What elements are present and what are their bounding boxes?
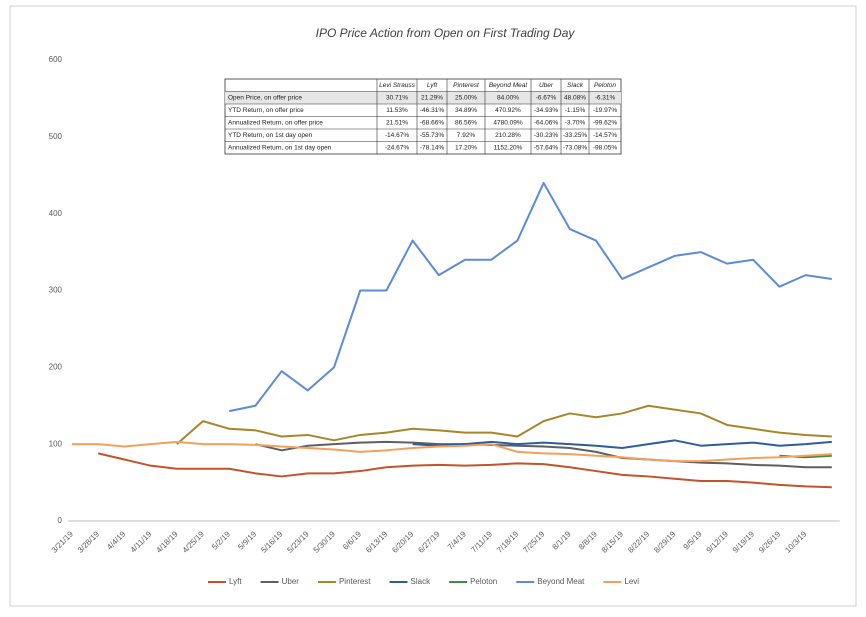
table-cell: 4780.09% [493,119,522,126]
legend-label: Uber [282,577,300,586]
legend-label: Beyond Meat [537,577,585,586]
table-cell: -19.97% [593,107,617,114]
y-tick-label: 100 [49,439,63,448]
table-header: Slack [567,82,584,89]
table-header: Pinterest [453,82,480,89]
table-cell: -73.08% [563,144,587,151]
table-header: Peloton [594,82,616,89]
series-line [412,439,832,450]
table-row-label: YTD Return, on offer price [228,107,304,114]
table-cell: -55.73% [420,132,444,139]
table-cell: -99.62% [593,119,617,126]
table-cell: -30.23% [534,132,558,139]
table-cell: -6.31% [595,94,616,101]
table-row-label: Annualized Return, on 1st day open [228,144,332,151]
table-header: Beyond Meat [489,82,528,89]
table-row-label: YTD Return, on 1st day open [228,132,313,139]
table-cell: 1152.20% [494,144,523,151]
table-highlight [225,91,621,104]
table-cell: 11.53% [386,107,408,114]
series-line [97,452,832,489]
table-cell: 21.51% [386,119,408,126]
legend-label: Peloton [470,577,497,586]
table-cell: -34.93% [534,107,558,114]
table-cell: 30.71% [386,94,408,101]
table-header: Lyft [427,82,439,89]
legend-label: Pinterest [339,577,371,586]
table-cell: -33.25% [563,132,587,139]
table-cell: -78.14% [420,144,444,151]
table-cell: 84.00% [497,94,519,101]
table-cell: -14.57% [593,132,617,139]
table-cell: -68.66% [420,119,444,126]
table-cell: 210.28% [495,132,521,139]
legend-label: Slack [411,577,432,586]
series-line [255,440,832,469]
table-cell: 34.89% [455,107,477,114]
table-cell: -46.31% [420,107,444,114]
table-header: Uber [539,82,554,89]
table-cell: 470.92% [495,107,521,114]
series-line [176,404,832,445]
table-cell: 7.92% [457,132,476,139]
y-tick-label: 400 [49,209,63,218]
y-tick-label: 500 [49,132,63,141]
table-cell: -14.67% [385,132,409,139]
table-row-label: Open Price, on offer price [228,94,302,101]
legend-label: Lyft [229,577,242,586]
table-cell: 17.20% [455,144,477,151]
table-cell: 21.29% [421,94,443,101]
y-tick-label: 200 [49,362,63,371]
series-line [72,440,832,463]
y-tick-label: 300 [49,286,63,295]
table-cell: -6.67% [536,94,557,101]
table-cell: -64.06% [534,119,558,126]
series-line [228,181,832,413]
table-header: Levi Strauss [379,82,416,89]
table-cell: -98.05% [593,144,617,151]
y-tick-label: 0 [58,516,63,525]
chart-title: IPO Price Action from Open on First Trad… [316,26,576,40]
table-cell: 86.56% [455,119,477,126]
table-cell: 48.08% [564,94,586,101]
table-cell: -24.67% [385,144,409,151]
table-cell: -57.64% [534,144,558,151]
table-cell: -3.70% [565,119,586,126]
table-row-label: Annualized Return, on offer price [228,119,323,126]
legend-label: Levi [624,577,639,586]
y-tick-label: 600 [49,55,63,64]
table-cell: 25.00% [455,94,477,101]
table-cell: -1.15% [565,107,586,114]
